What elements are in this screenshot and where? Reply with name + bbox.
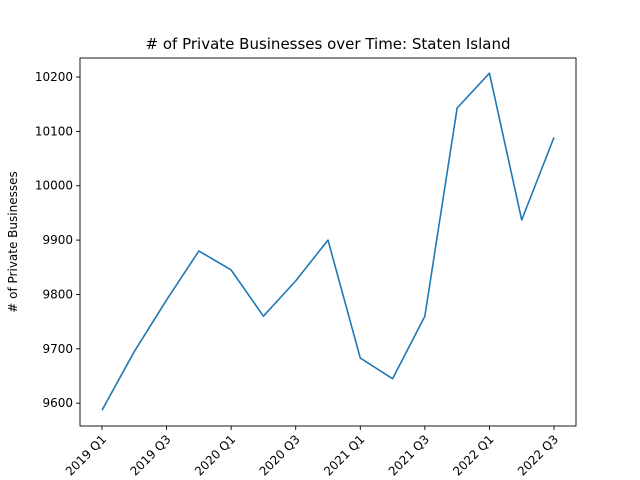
- x-tick-label: 2019 Q1: [63, 432, 109, 478]
- y-tick-label: 9900: [42, 233, 73, 247]
- y-axis: 9600 9700 9800 9900 10000 10100 10200: [35, 70, 80, 410]
- x-tick-label: 2021 Q3: [386, 432, 432, 478]
- x-tick-label: 2019 Q3: [127, 432, 173, 478]
- y-tick-label: 9700: [42, 342, 73, 356]
- chart-title: # of Private Businesses over Time: State…: [146, 35, 511, 53]
- x-tick-label: 2021 Q1: [321, 432, 367, 478]
- y-axis-label: # of Private Businesses: [6, 171, 20, 312]
- y-tick-label: 9600: [42, 396, 73, 410]
- series-line: [101, 72, 555, 411]
- y-tick-label: 10100: [35, 124, 73, 138]
- y-tick-label: 9800: [42, 287, 73, 301]
- plot-frame: [79, 57, 577, 427]
- x-tick-label: 2022 Q1: [450, 432, 496, 478]
- y-tick-label: 10000: [35, 179, 73, 193]
- x-axis: 2019 Q1 2019 Q3 2020 Q1 2020 Q3 2021 Q1 2021 …: [63, 426, 561, 478]
- x-tick-label: 2020 Q3: [257, 432, 303, 478]
- y-tick-label: 10200: [35, 70, 73, 84]
- x-tick-label: 2020 Q1: [192, 432, 238, 478]
- x-tick-label: 2022 Q3: [515, 432, 561, 478]
